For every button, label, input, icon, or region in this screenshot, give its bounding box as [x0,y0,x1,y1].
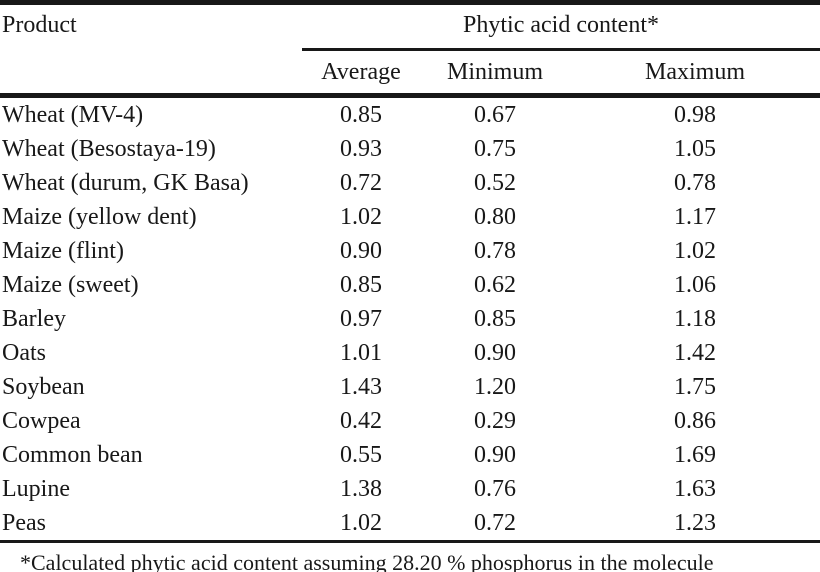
minimum-cell: 0.67 [474,102,516,128]
table-row: Maize (flint) 0.90 0.78 1.02 [0,234,820,268]
maximum-cell: 1.02 [674,238,716,264]
product-cell: Maize (flint) [2,238,124,264]
minimum-cell: 0.72 [474,510,516,536]
maximum-cell: 1.23 [674,510,716,536]
average-cell: 0.85 [340,272,382,298]
phytic-acid-content-table: Product Phytic acid content* Average Min… [0,0,820,542]
column-header-maximum: Maximum [570,49,820,98]
average-cell: 0.90 [340,238,382,264]
average-cell: 1.38 [340,476,382,502]
average-cell: 0.97 [340,306,382,332]
maximum-cell: 1.17 [674,204,716,230]
table-row: Common bean 0.55 0.90 1.69 [0,438,820,472]
product-cell: Cowpea [2,408,81,434]
product-cell: Wheat (MV-4) [2,102,144,128]
product-cell: Wheat (Besostaya-19) [2,136,216,162]
average-cell: 1.43 [340,374,382,400]
column-header-minimum: Minimum [420,49,570,98]
minimum-cell: 1.20 [474,374,516,400]
maximum-cell: 1.18 [674,306,716,332]
product-cell: Wheat (durum, GK Basa) [2,170,249,196]
average-cell: 0.85 [340,102,382,128]
average-cell: 0.72 [340,170,382,196]
average-cell: 0.93 [340,136,382,162]
minimum-cell: 0.85 [474,306,516,332]
minimum-cell: 0.62 [474,272,516,298]
table-row: Wheat (durum, GK Basa) 0.72 0.52 0.78 [0,166,820,200]
column-header-average: Average [302,49,420,98]
table-row: Maize (sweet) 0.85 0.62 1.06 [0,268,820,302]
average-cell: 0.55 [340,442,382,468]
maximum-cell: 1.06 [674,272,716,298]
header-row-subcolumns: Average Minimum Maximum [0,49,820,98]
product-cell: Maize (sweet) [2,272,139,298]
header-row-span: Product Phytic acid content* [0,2,820,98]
maximum-cell: 0.86 [674,408,716,434]
average-cell: 1.01 [340,340,382,366]
minimum-cell: 0.90 [474,442,516,468]
table-row: Wheat (Besostaya-19) 0.93 0.75 1.05 [0,132,820,166]
product-cell: Common bean [2,442,143,468]
table-row: Lupine 1.38 0.76 1.63 [0,472,820,506]
column-header-product: Product [0,2,302,98]
table-row: Barley 0.97 0.85 1.18 [0,302,820,336]
table-row: Oats 1.01 0.90 1.42 [0,336,820,370]
table-row: Wheat (MV-4) 0.85 0.67 0.98 [0,96,820,133]
product-cell: Soybean [2,374,85,400]
minimum-cell: 0.75 [474,136,516,162]
minimum-cell: 0.76 [474,476,516,502]
maximum-cell: 1.69 [674,442,716,468]
span-header-phytic-acid-content: Phytic acid content* [302,2,820,51]
minimum-cell: 0.52 [474,170,516,196]
product-cell: Barley [2,306,66,332]
table-row: Peas 1.02 0.72 1.23 [0,506,820,542]
maximum-cell: 1.63 [674,476,716,502]
minimum-cell: 0.29 [474,408,516,434]
product-cell: Maize (yellow dent) [2,204,197,230]
minimum-cell: 0.90 [474,340,516,366]
table-row: Soybean 1.43 1.20 1.75 [0,370,820,404]
maximum-cell: 1.05 [674,136,716,162]
maximum-cell: 1.75 [674,374,716,400]
average-cell: 1.02 [340,204,382,230]
average-cell: 1.02 [340,510,382,536]
table-row: Maize (yellow dent) 1.02 0.80 1.17 [0,200,820,234]
product-cell: Oats [2,340,46,366]
minimum-cell: 0.80 [474,204,516,230]
table-row: Cowpea 0.42 0.29 0.86 [0,404,820,438]
maximum-cell: 1.42 [674,340,716,366]
table-footnote: *Calculated phytic acid content assuming… [20,550,714,572]
product-cell: Peas [2,510,46,536]
product-cell: Lupine [2,476,70,502]
maximum-cell: 0.78 [674,170,716,196]
maximum-cell: 0.98 [674,102,716,128]
minimum-cell: 0.78 [474,238,516,264]
average-cell: 0.42 [340,408,382,434]
